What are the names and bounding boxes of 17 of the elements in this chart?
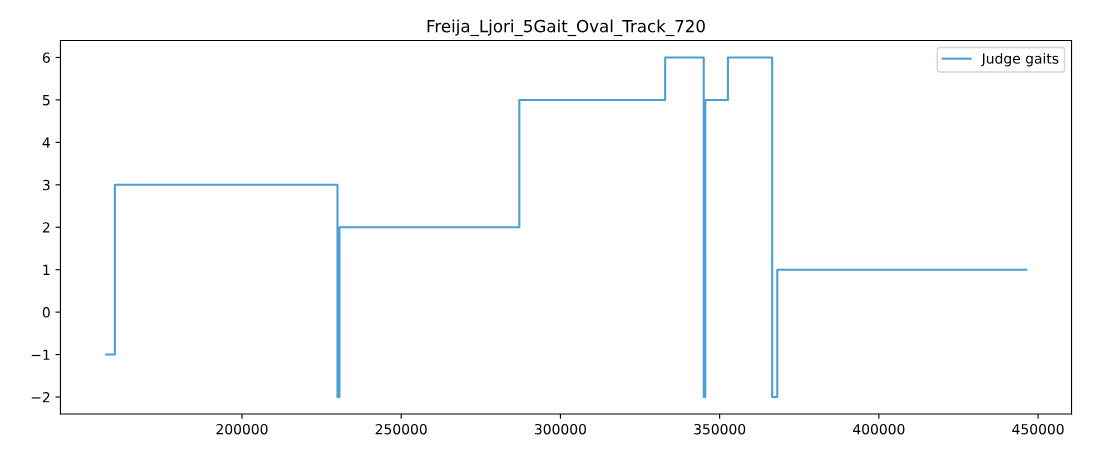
y-tick-label: −2 (31, 391, 50, 403)
x-tick-label: 450000 (1012, 423, 1064, 435)
chart-title: Freija_Ljori_5Gait_Oval_Track_720 (427, 19, 705, 37)
y-tick-label: 6 (42, 52, 50, 63)
x-tick-label: 350000 (694, 423, 746, 435)
y-tick-label: 4 (42, 137, 50, 148)
y-tick-label: 2 (42, 222, 50, 233)
legend-label: Judge gaits (980, 53, 1059, 67)
x-tick-label: 200000 (216, 423, 268, 435)
x-tick-label: 300000 (534, 423, 586, 435)
x-tick-label: 250000 (375, 423, 427, 435)
y-tick-label: 5 (42, 95, 50, 106)
x-tick-label: 400000 (853, 423, 905, 435)
y-tick-label: 1 (43, 264, 50, 275)
y-tick-label: −1 (31, 349, 50, 360)
y-tick-label: 3 (42, 179, 50, 191)
y-tick-label: 0 (42, 307, 50, 318)
